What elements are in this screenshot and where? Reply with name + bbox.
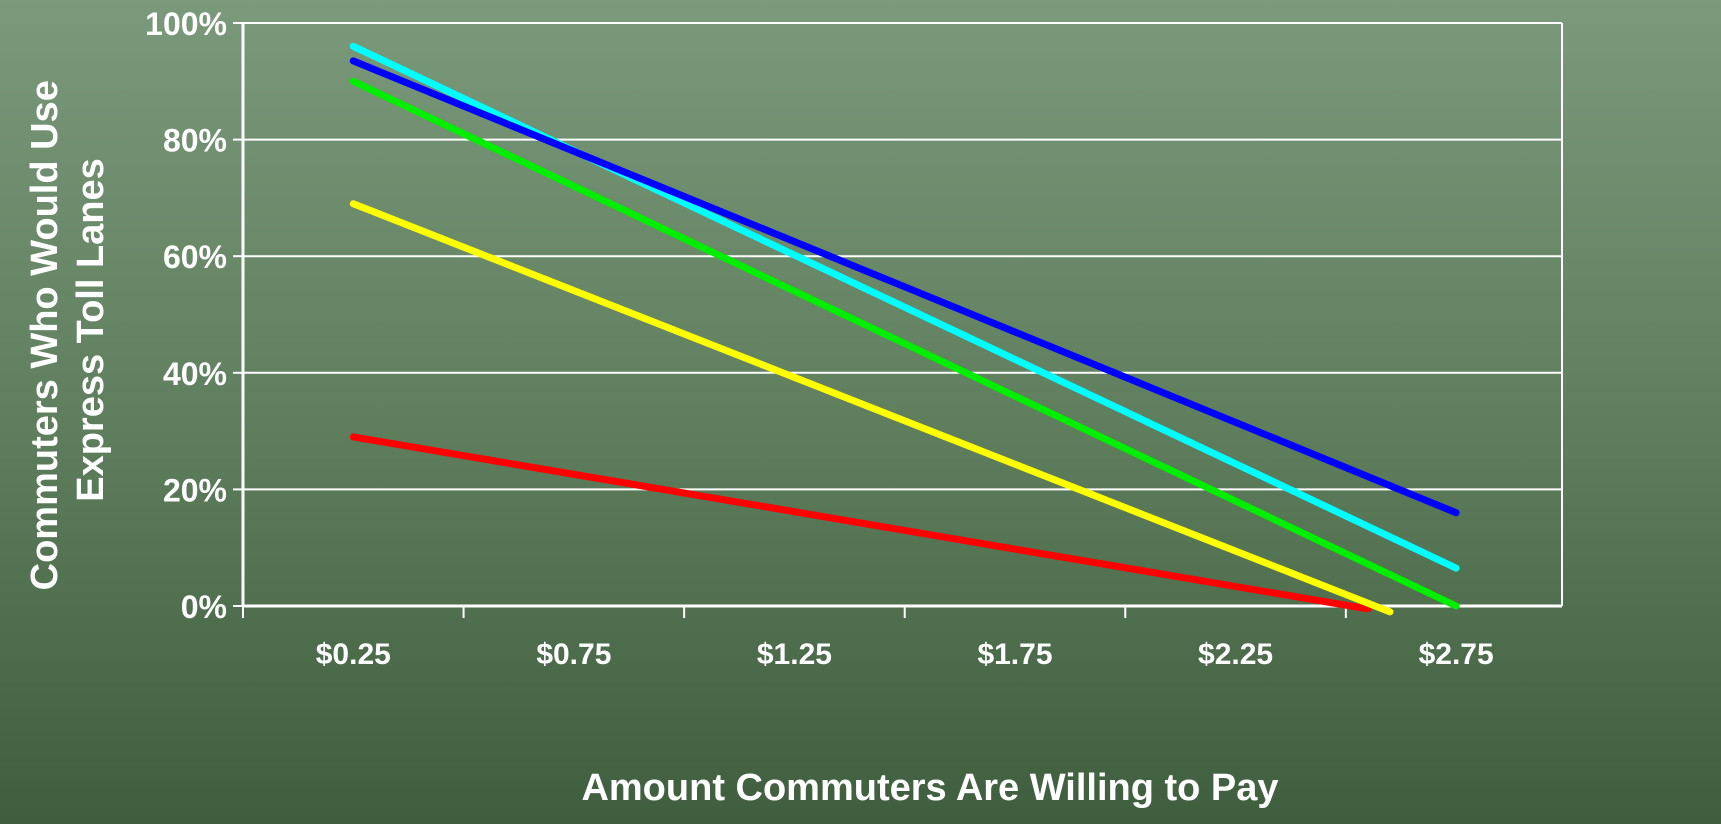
y-tick-label: 0%: [181, 589, 227, 625]
y-axis-title-line-1: Commuters Who Would Use: [24, 80, 66, 590]
x-tick-label: $1.25: [757, 638, 832, 671]
x-tick-label: $2.25: [1198, 638, 1273, 671]
y-tick-labels: 0% 20% 40% 60% 80% 100%: [145, 6, 227, 625]
y-tick-label: 60%: [163, 239, 227, 275]
y-tick-label: 80%: [163, 123, 227, 159]
series-line-1: [349, 433, 1372, 613]
series-line-3: [349, 77, 1460, 610]
series-line-2: [349, 200, 1394, 616]
x-tick-label: $1.75: [977, 638, 1052, 671]
series-line-5: [349, 57, 1460, 517]
x-axis-title: Amount Commuters Are Willing to Pay: [581, 767, 1278, 809]
y-tick-label: 40%: [163, 356, 227, 392]
y-tick-label: 20%: [163, 472, 227, 508]
grid-lines: [243, 22, 1562, 491]
y-axis-title: Commuters Who Would Use Express Toll Lan…: [24, 70, 112, 591]
series-lines: [349, 42, 1460, 616]
x-tick-label: $0.25: [316, 638, 391, 671]
x-tick-label: $2.75: [1419, 638, 1494, 671]
x-tick-label: $0.75: [536, 638, 611, 671]
x-tick-labels: $0.25 $0.75 $1.25 $1.75 $2.25 $2.75: [316, 638, 1494, 671]
y-tick-label: 100%: [145, 6, 227, 42]
y-axis-title-line-2: Express Toll Lanes: [70, 158, 112, 502]
